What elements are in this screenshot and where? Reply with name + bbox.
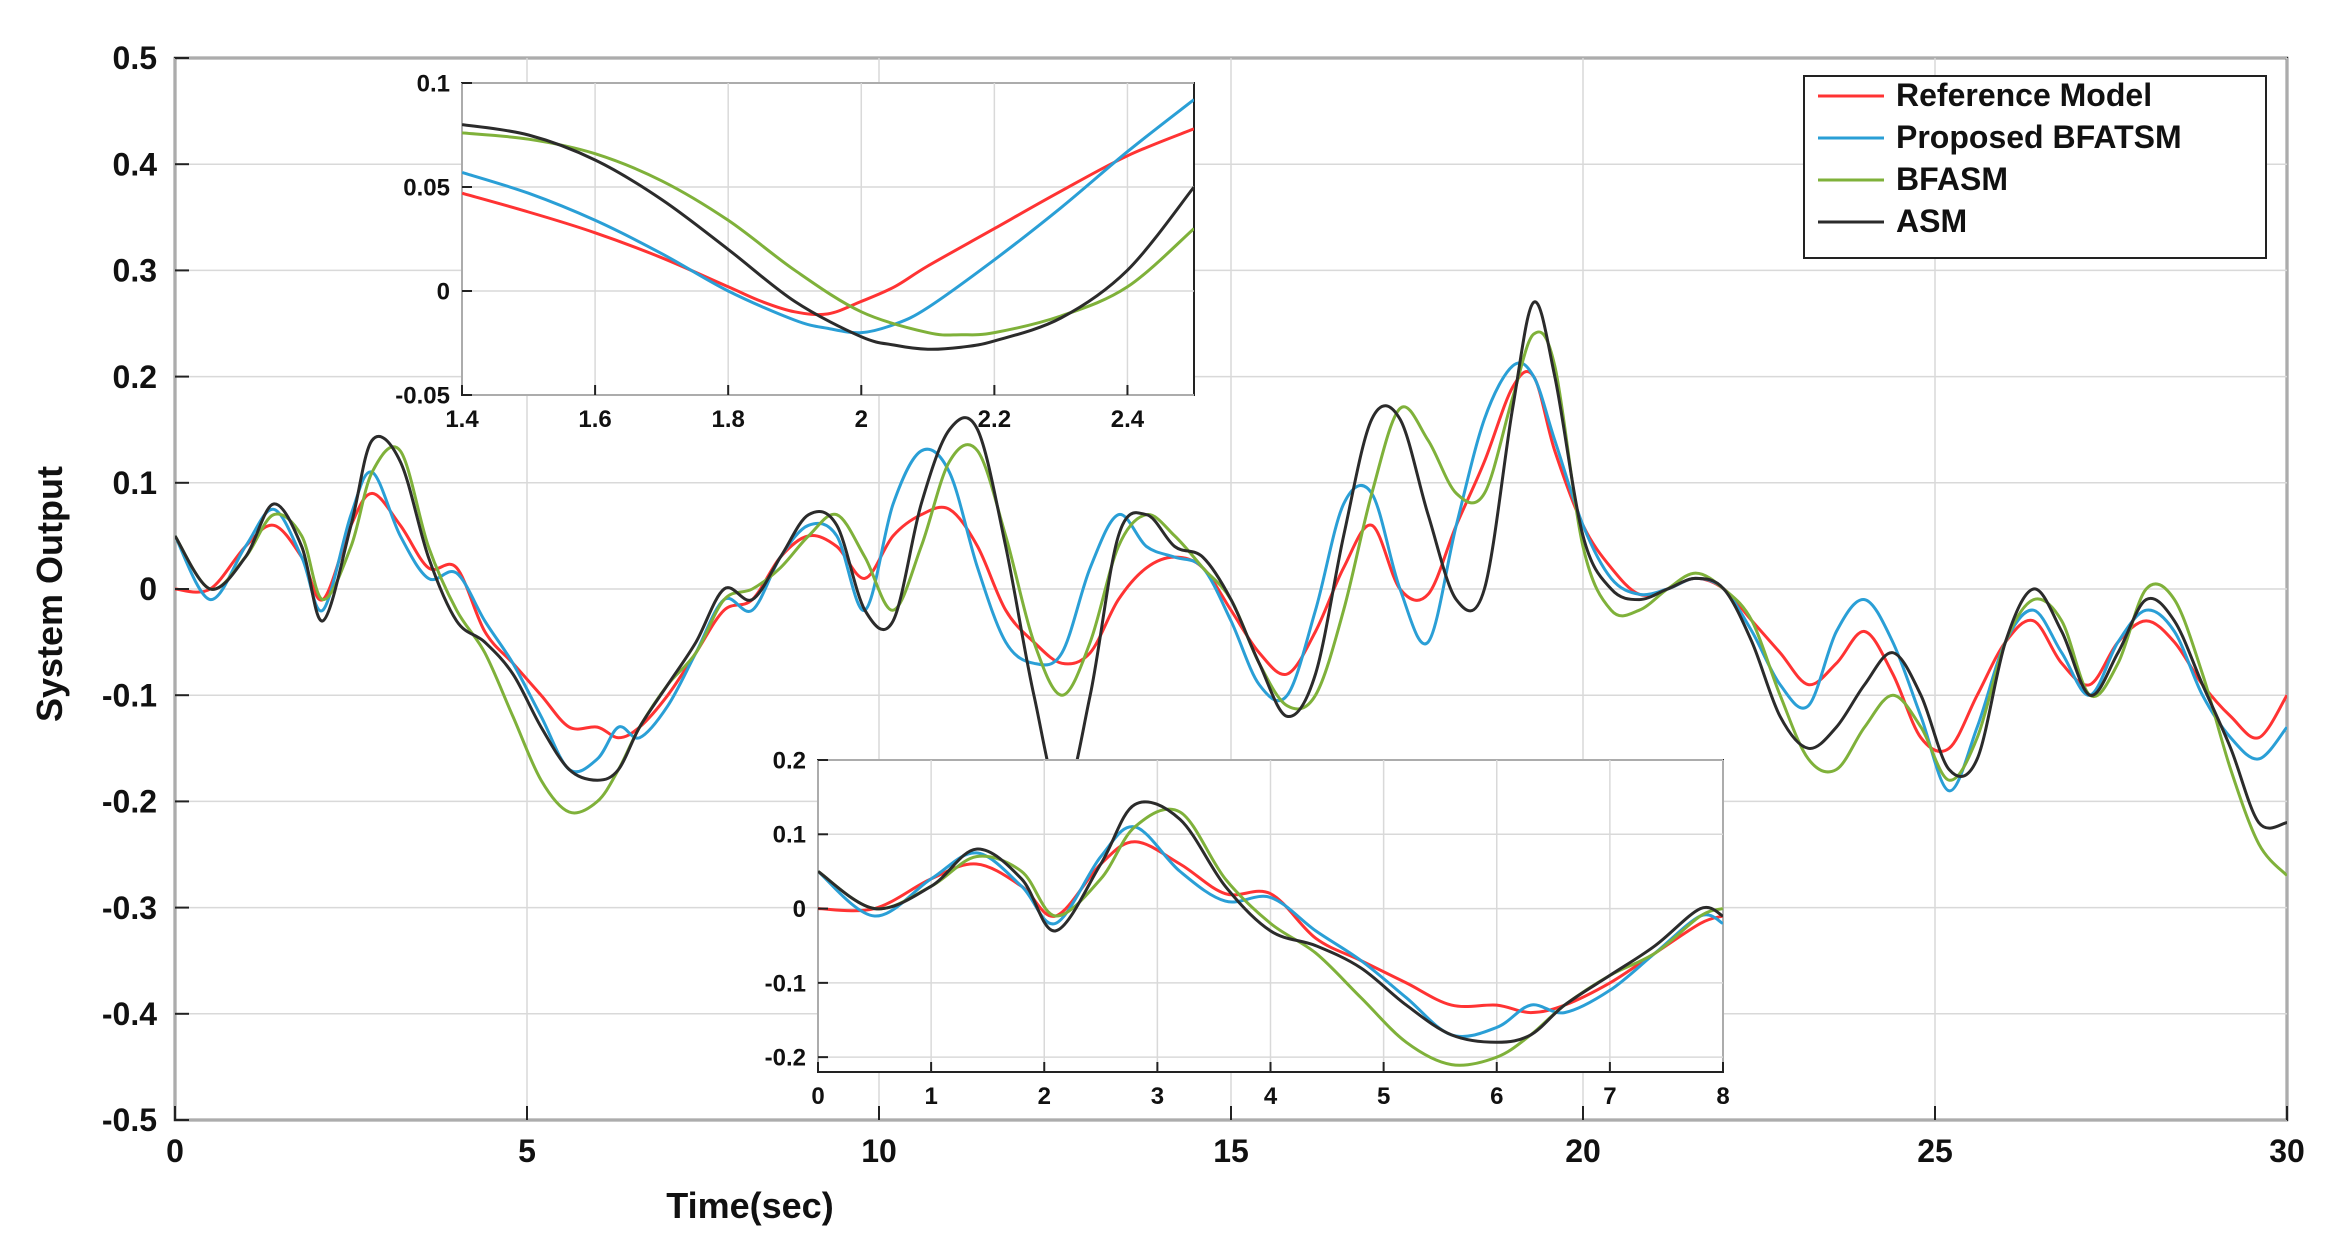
legend-label: Reference Model: [1896, 77, 2152, 113]
y-tick-label: -0.2: [765, 1045, 806, 1072]
y-tick-label: -0.1: [765, 970, 806, 997]
legend-label: ASM: [1896, 203, 1967, 239]
x-tick-label: 25: [1917, 1133, 1953, 1169]
x-tick-label: 15: [1213, 1133, 1249, 1169]
y-tick-label: 0.3: [113, 253, 157, 289]
x-tick-label: 8: [1716, 1083, 1729, 1110]
x-tick-label: 1.8: [711, 406, 744, 433]
x-tick-label: 0: [166, 1133, 184, 1169]
y-tick-label: 0: [437, 278, 450, 305]
series-line-reference: [462, 127, 1194, 317]
y-tick-label: -0.4: [102, 996, 157, 1032]
y-tick-label: 0.4: [113, 146, 158, 182]
inset-top-plot: 1.4 1.6 1.8 2 2.2 2.4 0.1 0.05 0 -0.05: [395, 70, 1195, 433]
y-tick-label: 0.2: [113, 359, 157, 395]
y-tick-label: -0.2: [102, 784, 157, 820]
y-tick-label: 0: [793, 896, 806, 923]
x-tick-label: 1.6: [578, 406, 611, 433]
x-tick-label: 2.2: [978, 406, 1011, 433]
x-tick-label: 5: [1377, 1083, 1390, 1110]
series-line-asm: [175, 300, 2287, 830]
y-tick-label: 0: [139, 571, 157, 607]
legend-box: [1803, 75, 2267, 259]
y-tick-label: 0.5: [113, 40, 157, 76]
series-line-bfasm: [462, 131, 1194, 337]
series-line-reference: [175, 370, 2287, 753]
series-line-asm: [818, 800, 1723, 1044]
x-tick-label: 20: [1565, 1133, 1601, 1169]
x-tick-label: 30: [2269, 1133, 2305, 1169]
y-tick-label: 0.1: [773, 822, 806, 849]
legend-label: Proposed BFATSM: [1896, 119, 2182, 155]
x-tick-label: 6: [1490, 1083, 1503, 1110]
y-tick-label: -0.05: [395, 382, 450, 409]
plot-frame: [461, 82, 1195, 396]
series-group: [462, 98, 1194, 351]
series-line-bfatsm: [818, 825, 1723, 1038]
x-tick-label: 1.4: [445, 406, 479, 433]
x-tick-label: 2.4: [1111, 406, 1145, 433]
series-group: [175, 300, 2287, 877]
x-tick-label: 3: [1151, 1083, 1164, 1110]
y-tick-label: -0.3: [102, 890, 157, 926]
y-tick-label: 0.2: [773, 747, 806, 774]
inset-bottom-plot: 0 1 2 3 4 5 6 7 8 0.2 0.1 0 -0.1 -0.2: [765, 747, 1730, 1110]
y-tick-label: -0.5: [102, 1102, 157, 1138]
y-tick-label: 0.1: [417, 70, 450, 97]
legend-label: BFASM: [1896, 161, 2008, 197]
series-group: [818, 800, 1723, 1067]
x-axis-title: Time(sec): [666, 1185, 833, 1226]
y-axis-title: System Output: [29, 466, 70, 722]
x-tick-label: 2: [1038, 1083, 1051, 1110]
legend: Reference Model Proposed BFATSM BFASM ASM: [1803, 75, 2267, 259]
x-tick-label: 5: [518, 1133, 536, 1169]
series-line-bfatsm: [175, 361, 2287, 793]
x-tick-label: 1: [924, 1083, 937, 1110]
y-tick-label: -0.1: [102, 677, 157, 713]
y-tick-label: 0.1: [113, 465, 157, 501]
x-tick-label: 0: [811, 1083, 824, 1110]
y-tick-label: 0.05: [403, 174, 450, 201]
series-line-asm: [462, 123, 1194, 351]
x-tick-label: 10: [861, 1133, 897, 1169]
x-tick-label: 7: [1603, 1083, 1616, 1110]
x-tick-label: 4: [1264, 1083, 1278, 1110]
x-tick-label: 2: [855, 406, 868, 433]
